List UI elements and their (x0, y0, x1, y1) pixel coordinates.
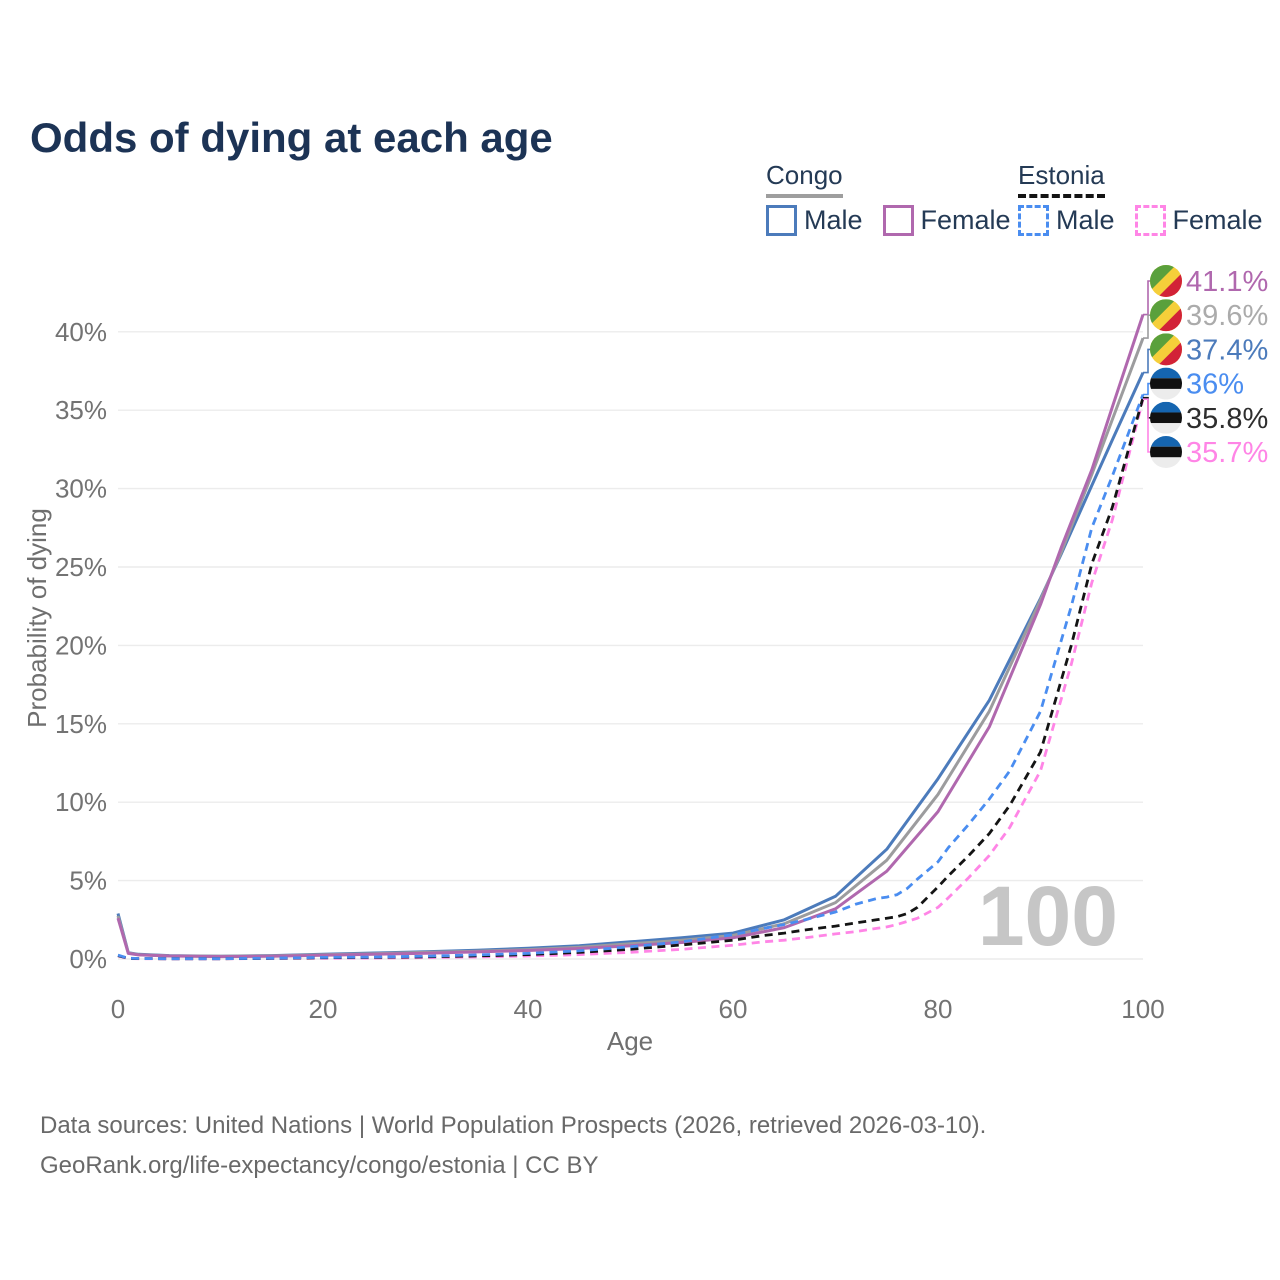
end-value-label-congo-male: 37.4% (1186, 334, 1268, 366)
label-connector-congo-male (1143, 348, 1151, 374)
end-value-label-congo-all: 39.6% (1186, 300, 1268, 332)
legend-item-estonia-female[interactable]: Female (1134, 205, 1263, 236)
y-tick-label: 35% (55, 395, 107, 425)
label-connector-estonia-female (1143, 398, 1151, 453)
footer-sources-line: Data sources: United Nations | World Pop… (40, 1112, 987, 1139)
y-tick-label: 10% (55, 787, 107, 817)
y-tick-label: 5% (69, 866, 107, 896)
end-value-label-congo-female: 41.1% (1186, 266, 1268, 298)
x-tick-label: 60 (719, 994, 748, 1024)
congo-flag-icon (1150, 299, 1182, 332)
legend-item-label: Male (804, 205, 863, 235)
end-value-label-estonia-male: 36% (1186, 369, 1244, 401)
estonia-male-swatch-icon (1018, 205, 1049, 236)
legend-group-estonia-header: Estonia (1018, 160, 1105, 198)
y-tick-label: 15% (55, 709, 107, 739)
estonia-flag-icon (1150, 367, 1182, 400)
footer: Data sources: United Nations | World Pop… (40, 1106, 1250, 1186)
watermark-age-100: 100 (978, 869, 1118, 963)
congo-female-swatch-icon (882, 205, 914, 236)
x-tick-label: 100 (1121, 994, 1164, 1024)
end-value-label-estonia-all: 35.8% (1186, 403, 1268, 435)
label-connector-congo-female (1143, 280, 1151, 316)
legend-group-congo-header: Congo (766, 160, 843, 198)
congo-flag-icon (1150, 333, 1182, 366)
x-tick-label: 80 (924, 994, 953, 1024)
legend-item-label: Female (920, 205, 1011, 235)
estonia-flag-icon (1150, 436, 1182, 468)
legend-item-congo-male[interactable]: Male (766, 205, 863, 236)
congo-male-swatch-icon (766, 205, 797, 236)
y-tick-label: 30% (55, 474, 107, 504)
label-connector-estonia-all (1143, 396, 1151, 419)
x-tick-label: 0 (111, 994, 125, 1024)
y-tick-label: 25% (55, 552, 107, 582)
legend-row-estonia: Male Female (1018, 205, 1263, 236)
legend-item-congo-female[interactable]: Female (882, 205, 1011, 236)
label-connector-estonia-male (1143, 382, 1151, 396)
legend-item-label: Male (1056, 205, 1115, 235)
series-line-estonia-male (117, 394, 1145, 961)
label-connector-congo-all (1143, 314, 1151, 339)
end-value-label-estonia-female: 35.7% (1186, 437, 1268, 469)
y-tick-label: 40% (55, 317, 107, 347)
legend: Congo Male Female Estonia Male Female (0, 160, 1280, 244)
legend-group-estonia: Estonia Male Female (1018, 160, 1263, 236)
estonia-flag-icon (1150, 401, 1182, 434)
footer-attribution-line: GeoRank.org/life-expectancy/congo/estoni… (40, 1152, 599, 1179)
x-tick-label: 40 (514, 994, 543, 1024)
series-line-estonia-all (117, 397, 1145, 961)
x-tick-label: 20 (309, 994, 338, 1024)
y-tick-label: 20% (55, 630, 107, 660)
y-tick-label: 0% (69, 944, 107, 974)
legend-row-congo: Male Female (766, 205, 1011, 236)
legend-group-congo: Congo Male Female (766, 160, 1011, 236)
page-title: Odds of dying at each age (30, 114, 553, 162)
series-line-congo-all (116, 337, 1145, 958)
y-axis-title: Probability of dying (22, 508, 52, 728)
series-line-estonia-female (117, 398, 1145, 961)
legend-item-label: Female (1172, 205, 1263, 235)
congo-flag-icon (1150, 265, 1182, 297)
x-axis-title: Age (607, 1026, 653, 1056)
estonia-female-swatch-icon (1134, 205, 1166, 236)
legend-item-estonia-male[interactable]: Male (1018, 205, 1115, 236)
